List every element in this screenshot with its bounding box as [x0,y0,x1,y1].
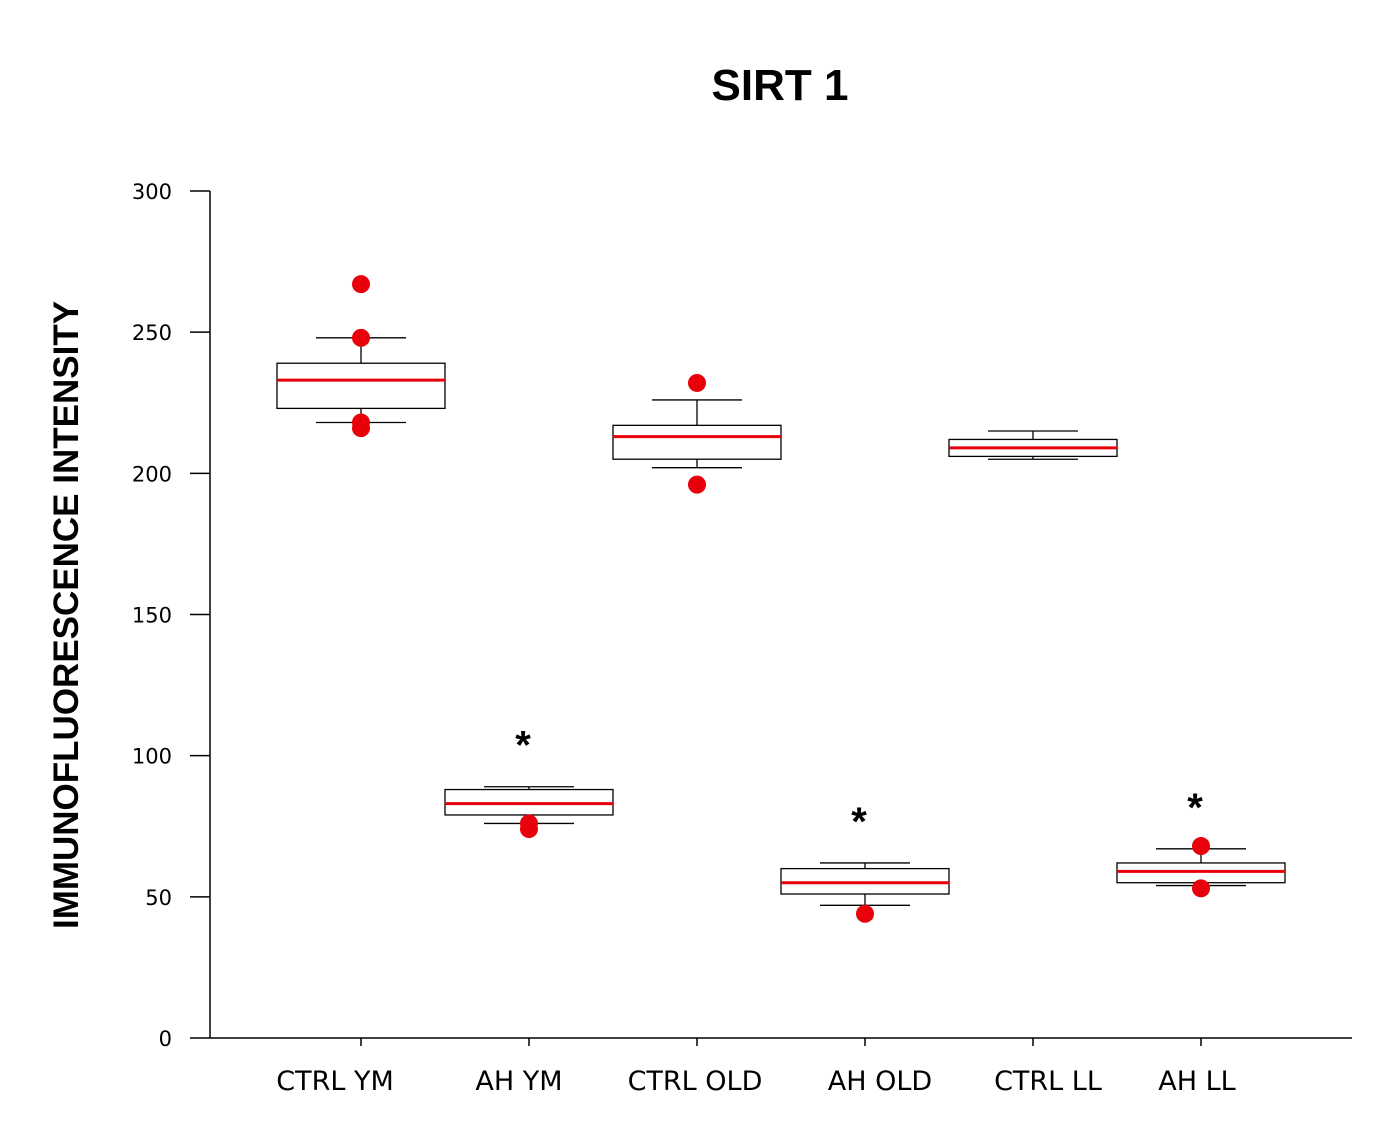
y-tick-label: 100 [132,745,172,769]
y-tick-label: 50 [145,886,172,910]
x-tick-label: AH OLD [828,1066,932,1097]
significance-marker: * [515,724,531,768]
box-group [276,275,446,438]
box-group: * [444,724,614,839]
outlier-point [352,328,370,347]
x-tick-label: CTRL YM [276,1066,394,1097]
box-group: * [780,800,950,923]
box-group [612,373,782,494]
outlier-point [856,904,874,923]
box-group: * [1116,786,1286,898]
chart-title: SIRT 1 [712,61,849,110]
outlier-point [688,373,706,392]
y-tick-label: 0 [159,1027,172,1051]
outlier-point [520,820,538,839]
outlier-point [352,419,370,438]
x-tick-label: CTRL LL [994,1066,1102,1097]
y-tick-label: 300 [132,180,172,204]
y-tick-label: 150 [132,604,172,628]
y-ticks: 0 50 100 150 200 250 300 [132,180,210,1051]
significance-marker: * [851,800,867,844]
outlier-point [688,475,706,494]
box-iqr [276,362,446,410]
box-iqr [612,424,782,460]
x-tick-label: CTRL OLD [628,1066,763,1097]
boxes: * * * [276,275,1286,923]
outlier-point [352,275,370,294]
y-axis-label: IMMUNOFLUORESCENCE INTENSITY [47,301,86,929]
x-tick-label: AH LL [1158,1066,1235,1097]
outlier-point [1192,837,1210,856]
significance-marker: * [1187,786,1203,830]
y-tick-label: 250 [132,321,172,345]
y-tick-label: 200 [132,462,172,486]
box-group [948,430,1118,460]
x-ticks: CTRL YM AH YM CTRL OLD AH OLD CTRL LL AH LL [276,1038,1236,1097]
x-tick-label: AH YM [475,1066,562,1097]
outlier-point [1192,879,1210,898]
